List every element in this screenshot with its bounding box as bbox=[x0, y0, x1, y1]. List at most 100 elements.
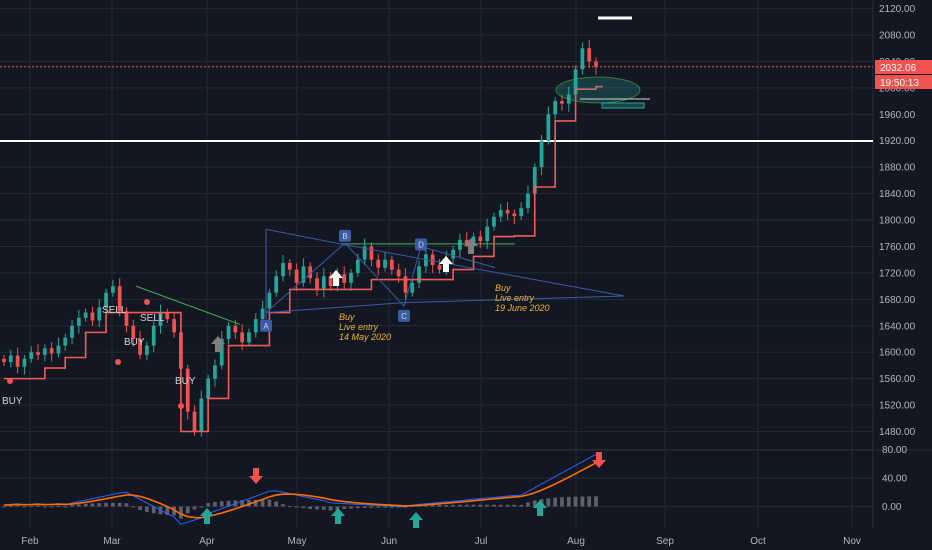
candle-body bbox=[580, 48, 585, 70]
histogram-bar bbox=[260, 499, 265, 507]
histogram-bar bbox=[274, 501, 279, 507]
histogram-bar bbox=[532, 500, 537, 507]
histogram-bar bbox=[172, 506, 176, 516]
time-tick-label: Apr bbox=[199, 536, 215, 547]
histogram-bar bbox=[111, 502, 115, 507]
histogram-bar bbox=[29, 506, 34, 508]
candle-body bbox=[355, 259, 360, 273]
candle-body bbox=[389, 259, 394, 270]
candle-body bbox=[97, 307, 102, 321]
candle-body bbox=[281, 262, 285, 277]
buy-arrow-icon bbox=[211, 336, 225, 352]
candle-body bbox=[22, 358, 27, 367]
candle-body bbox=[2, 358, 6, 363]
indicator-tick-label: 80.00 bbox=[882, 445, 907, 456]
candle-body bbox=[158, 312, 163, 326]
point-marker bbox=[339, 229, 351, 242]
histogram-bar bbox=[165, 506, 170, 515]
histogram-bar bbox=[240, 500, 245, 507]
candle-body bbox=[512, 213, 517, 217]
pattern-line bbox=[403, 295, 625, 304]
indicator-tick-label: 40.00 bbox=[882, 474, 907, 485]
candle-body bbox=[505, 210, 510, 214]
histogram-bar bbox=[56, 505, 61, 507]
candle-body bbox=[485, 226, 489, 242]
macd-line bbox=[3, 453, 597, 525]
histogram-bar bbox=[247, 499, 251, 507]
indicator-sell-arrow-icon bbox=[592, 452, 606, 468]
histogram-bar bbox=[587, 496, 592, 507]
histogram-bar bbox=[145, 506, 149, 512]
candle-body bbox=[328, 276, 333, 287]
candle-body bbox=[36, 352, 40, 355]
histogram-bar bbox=[355, 506, 360, 509]
histogram-bar bbox=[281, 504, 285, 507]
histogram-bar bbox=[498, 504, 503, 507]
histogram-bar bbox=[424, 505, 428, 507]
histogram-bar bbox=[185, 506, 190, 514]
point-label: C bbox=[401, 312, 407, 321]
histogram-bar bbox=[131, 506, 136, 508]
price-tick-label: 1480.00 bbox=[879, 427, 916, 438]
countdown-tag bbox=[875, 75, 932, 89]
histogram-bar bbox=[362, 506, 367, 509]
candle-body bbox=[219, 338, 224, 366]
candle-body bbox=[376, 259, 381, 268]
histogram-bar bbox=[315, 506, 319, 510]
time-tick-label: Aug bbox=[567, 536, 585, 547]
candle-body bbox=[56, 345, 61, 354]
price-tick-label: 1960.00 bbox=[879, 110, 916, 121]
buy-label: BUY bbox=[124, 337, 145, 348]
histogram-bar bbox=[301, 506, 306, 509]
histogram-bar bbox=[573, 496, 578, 507]
histogram-bar bbox=[294, 506, 299, 508]
histogram-bar bbox=[430, 505, 435, 507]
histogram-bar bbox=[485, 504, 489, 507]
buy-arrow-icon bbox=[439, 256, 453, 272]
target-box bbox=[601, 102, 645, 109]
candle-body bbox=[458, 239, 462, 250]
candle-body bbox=[63, 337, 68, 346]
point-label: B bbox=[342, 232, 347, 241]
candle-body bbox=[383, 259, 387, 268]
candle-body bbox=[42, 348, 47, 355]
histogram-bar bbox=[83, 503, 88, 507]
point-marker bbox=[260, 319, 272, 332]
candle-body bbox=[369, 246, 374, 260]
last-price-tag bbox=[875, 60, 932, 74]
candle-body bbox=[70, 325, 74, 338]
histogram-bar bbox=[566, 496, 571, 507]
candle-body bbox=[247, 332, 251, 343]
price-tick-label: 1840.00 bbox=[879, 189, 916, 200]
indicator-buy-arrow-icon bbox=[331, 508, 345, 524]
candle-body bbox=[315, 278, 319, 290]
pattern-line bbox=[265, 302, 405, 314]
candle-body bbox=[587, 48, 592, 62]
price-tick-label: 2080.00 bbox=[879, 31, 916, 42]
histogram-bar bbox=[206, 503, 211, 507]
price-tick-label: 1720.00 bbox=[879, 268, 916, 279]
trendline-green bbox=[135, 285, 241, 325]
pattern-line bbox=[265, 228, 625, 297]
annotation-note: 14 May 2020 bbox=[339, 332, 391, 342]
candle-body bbox=[532, 167, 537, 194]
histogram-bar bbox=[151, 506, 156, 514]
candle-body bbox=[464, 239, 469, 244]
indicator-tick-label: 0.00 bbox=[882, 502, 902, 513]
candle-body bbox=[362, 246, 367, 260]
histogram-bar bbox=[49, 506, 54, 508]
histogram-bar bbox=[199, 506, 204, 508]
candle-body bbox=[192, 411, 197, 432]
candle-body bbox=[349, 272, 353, 283]
candle-body bbox=[498, 210, 503, 217]
point-label: D bbox=[418, 240, 424, 249]
histogram-bar bbox=[15, 505, 20, 507]
highlight-ellipse bbox=[555, 76, 641, 104]
signal-dot bbox=[178, 403, 184, 409]
candle-body bbox=[539, 140, 544, 168]
candle-body bbox=[403, 276, 408, 293]
histogram-bar bbox=[321, 506, 326, 510]
histogram-bar bbox=[179, 506, 183, 519]
